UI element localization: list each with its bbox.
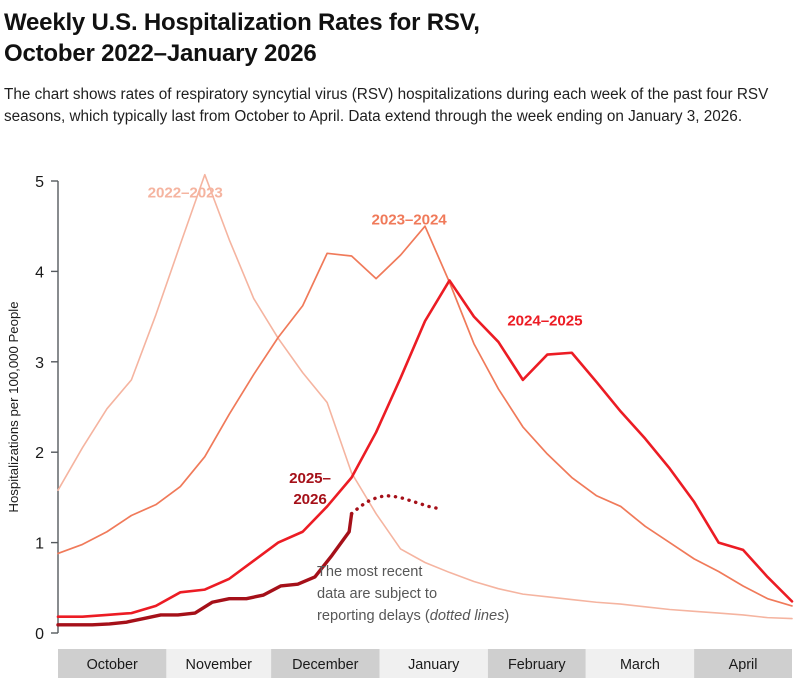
y-axis-title: Hospitalizations per 100,000 People bbox=[6, 301, 21, 512]
month-band-december bbox=[271, 649, 380, 678]
y-tick-label: 5 bbox=[35, 174, 44, 191]
month-label-december: December bbox=[292, 657, 359, 673]
y-tick-label: 3 bbox=[35, 355, 44, 372]
series-line-2024-2025 bbox=[56, 279, 794, 619]
month-band-january bbox=[379, 649, 488, 678]
month-label-october: October bbox=[87, 657, 138, 673]
month-band-march bbox=[585, 649, 695, 678]
series-label-2023-2024: 2023–2024 bbox=[372, 211, 448, 228]
month-band-october bbox=[58, 649, 167, 678]
month-label-february: February bbox=[508, 657, 566, 673]
page-subtitle: The chart shows rates of respiratory syn… bbox=[4, 86, 769, 126]
y-axis: 0 1 2 3 4 5 Hospitalizations per 100,000 Peopl… bbox=[6, 174, 59, 643]
annotation-line: The most recent bbox=[317, 564, 422, 580]
rsv-line-chart: 0 1 2 3 4 5 Hospitalizations per 100,000 Peopl… bbox=[6, 173, 794, 678]
series-label-2024-2025: 2024–2025 bbox=[507, 313, 583, 330]
series-line-2023-2024 bbox=[57, 225, 793, 607]
series-label-2025-2026: 2025– bbox=[289, 470, 331, 487]
series-line-2025-2026solid bbox=[56, 511, 354, 627]
y-tick-label: 0 bbox=[35, 626, 44, 643]
month-bands bbox=[58, 649, 792, 678]
month-band-november bbox=[166, 649, 272, 678]
month-label-january: January bbox=[408, 657, 460, 673]
month-label-november: November bbox=[186, 657, 253, 673]
y-tick-label: 4 bbox=[35, 264, 44, 281]
page-title: Weekly U.S. Hospitalization Rates for RS… bbox=[4, 9, 480, 67]
series-line-2025-2026dotted bbox=[349, 493, 439, 516]
annotation-line: data are subject to bbox=[317, 586, 437, 602]
month-band-april bbox=[694, 649, 792, 678]
month-labels: October November December January February Ma… bbox=[87, 657, 758, 673]
y-tick-label: 1 bbox=[35, 536, 44, 553]
month-label-march: March bbox=[620, 657, 660, 673]
y-tick-label: 2 bbox=[35, 445, 44, 462]
month-label-april: April bbox=[729, 657, 758, 673]
series-lines bbox=[56, 173, 794, 627]
annotation-line: reporting delays (dotted lines) bbox=[317, 608, 509, 624]
month-band-february bbox=[487, 649, 586, 678]
series-label-2022-2023: 2022–2023 bbox=[148, 184, 223, 201]
series-line-2022-2023 bbox=[57, 173, 793, 620]
chart-container: 0 1 2 3 4 5 Hospitalizations per 100,000 Peopl… bbox=[0, 158, 800, 695]
series-label-2025-2026: 2026 bbox=[293, 491, 326, 508]
series-labels: 2022–2023 2023–2024 2024–2025 2025– 2026 bbox=[148, 184, 584, 508]
chart-annotation: The most recent data are subject to report… bbox=[317, 564, 509, 624]
